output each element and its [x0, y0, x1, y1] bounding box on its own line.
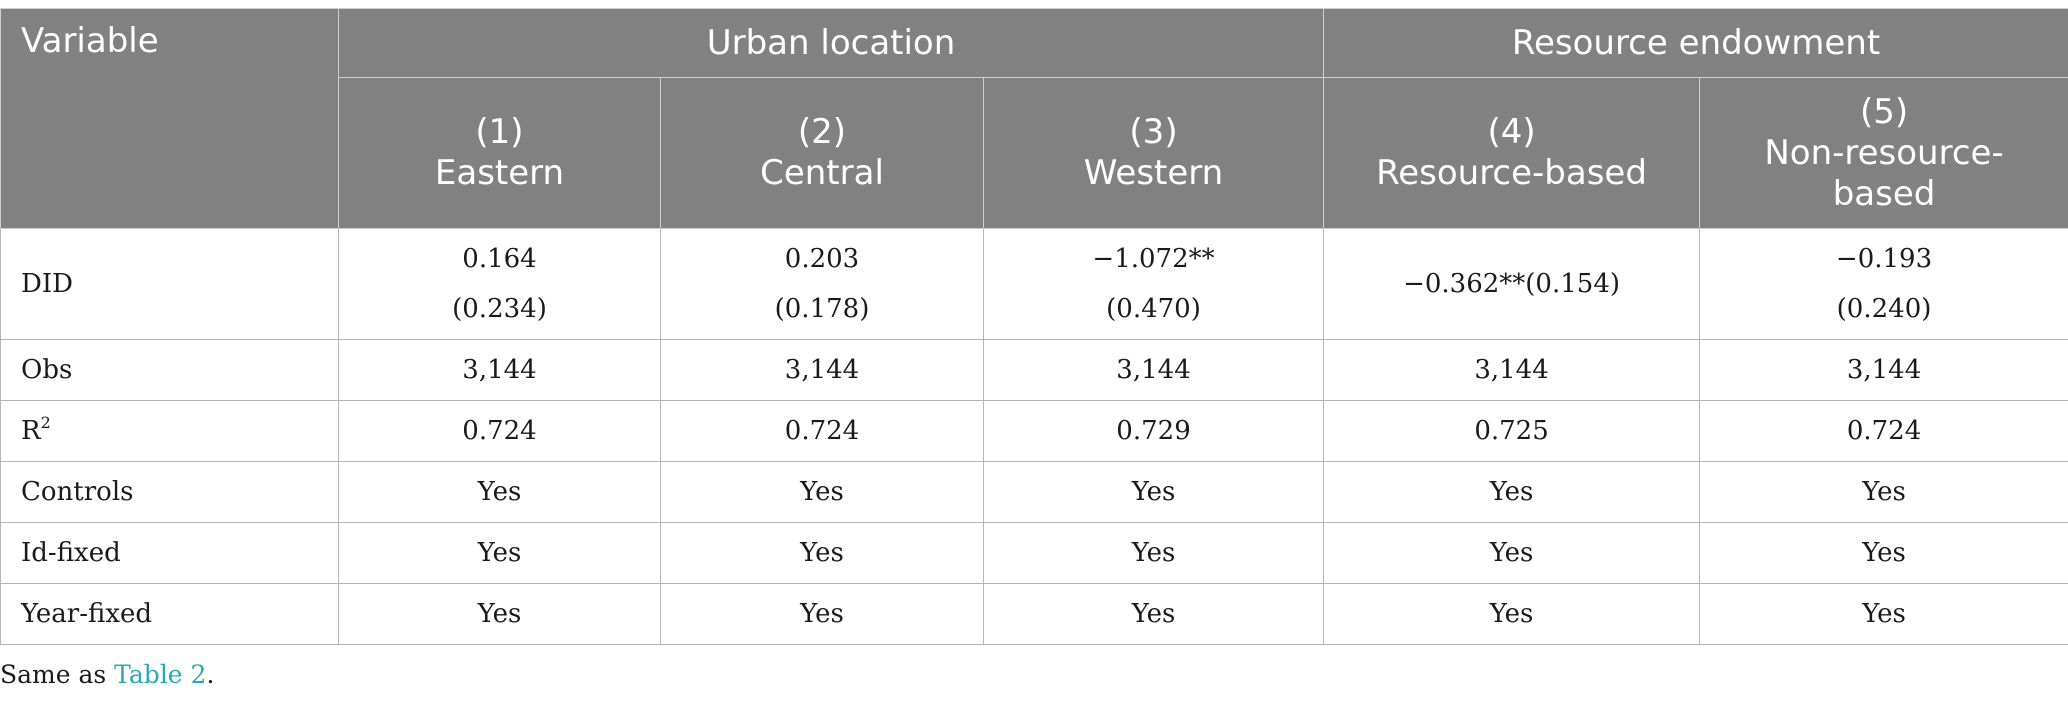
- column-number: (3): [1129, 112, 1178, 152]
- table-cell: 0.725: [1323, 400, 1701, 462]
- column-name: Non-resource-: [1764, 132, 2004, 173]
- column-name: Resource-based: [1376, 153, 1647, 193]
- column-name: Western: [1083, 153, 1224, 193]
- table-cell: Yes: [1323, 522, 1701, 584]
- table-cell: Yes: [1323, 461, 1701, 523]
- table-row-obs: Obs 3,144 3,144 3,144 3,144 3,144: [0, 339, 2068, 401]
- table-cell: 3,144: [338, 339, 661, 401]
- row-label-text: R: [21, 416, 41, 446]
- column-header-western: (3) Western: [982, 77, 1325, 229]
- table-cell: Yes: [982, 583, 1325, 645]
- column-header-eastern: (1) Eastern: [338, 77, 661, 229]
- table-row-controls: Controls Yes Yes Yes Yes Yes: [0, 461, 2068, 523]
- table-body: DID 0.164 (0.234) 0.203 (0.178) −1.072**…: [0, 228, 2068, 645]
- table-cell: 0.203 (0.178): [660, 228, 984, 340]
- standard-error: (0.240): [1836, 294, 1932, 324]
- variable-header: Variable: [0, 8, 339, 229]
- table-cell: −0.193 (0.240): [1699, 228, 2068, 340]
- table-cell: 3,144: [982, 339, 1325, 401]
- standard-error: (0.178): [774, 294, 870, 324]
- table-cell: 3,144: [1323, 339, 1701, 401]
- footnote-text: Same as: [0, 660, 115, 689]
- table-cell: 3,144: [1699, 339, 2068, 401]
- table-row-id-fixed: Id-fixed Yes Yes Yes Yes Yes: [0, 522, 2068, 584]
- table-cell: 0.729: [982, 400, 1325, 462]
- row-label: Controls: [0, 461, 339, 523]
- table-row-year-fixed: Year-fixed Yes Yes Yes Yes Yes: [0, 583, 2068, 645]
- table-cell: Yes: [982, 461, 1325, 523]
- row-label: DID: [0, 228, 339, 340]
- column-header-resource-based: (4) Resource-based: [1323, 77, 1701, 229]
- table-cell: 0.724: [1699, 400, 2068, 462]
- table-cell: Yes: [1699, 583, 2068, 645]
- coefficient: 0.203: [784, 244, 860, 274]
- table-cell: Yes: [338, 461, 661, 523]
- table-cell: Yes: [660, 461, 984, 523]
- column-name: Eastern: [434, 153, 565, 193]
- table-cell: 0.164 (0.234): [338, 228, 661, 340]
- table-cell: Yes: [660, 522, 984, 584]
- column-header-central: (2) Central: [660, 77, 984, 229]
- regression-table: Variable Urban location Resource endowme…: [0, 8, 2068, 645]
- column-number: (1): [475, 112, 524, 152]
- table-cell: 3,144: [660, 339, 984, 401]
- standard-error: (0.234): [452, 294, 547, 324]
- coefficient: −1.072**: [1092, 244, 1215, 274]
- table-cell: Yes: [1323, 583, 1701, 645]
- superscript: 2: [40, 413, 51, 432]
- table-cell: −0.362**(0.154): [1323, 228, 1701, 340]
- table-cell: 0.724: [660, 400, 984, 462]
- table-header: Variable Urban location Resource endowme…: [0, 8, 2068, 229]
- column-number: (5): [1859, 91, 1909, 132]
- table-cell: Yes: [338, 522, 661, 584]
- row-label: Obs: [0, 339, 339, 401]
- footnote-suffix: .: [206, 660, 215, 689]
- table-cell: Yes: [338, 583, 661, 645]
- coefficient: −0.193: [1835, 244, 1933, 274]
- table-cell: 0.724: [338, 400, 661, 462]
- table-cell: −1.072** (0.470): [982, 228, 1325, 340]
- table-cell: Yes: [1699, 461, 2068, 523]
- column-number: (4): [1487, 112, 1536, 152]
- group-header-urban-location: Urban location: [337, 8, 1325, 78]
- row-label: R2: [0, 400, 339, 462]
- coefficient: 0.164: [462, 244, 537, 274]
- row-label: Id-fixed: [0, 522, 339, 584]
- regression-table-container: Variable Urban location Resource endowme…: [0, 8, 2068, 645]
- table-cell: Yes: [1699, 522, 2068, 584]
- standard-error: (0.470): [1106, 294, 1201, 324]
- table-row-r2: R2 0.724 0.724 0.729 0.725 0.724: [0, 400, 2068, 462]
- table-cell: Yes: [660, 583, 984, 645]
- table-2-link[interactable]: Table 2: [114, 660, 207, 689]
- table-row-did: DID 0.164 (0.234) 0.203 (0.178) −1.072**…: [0, 228, 2068, 340]
- column-number: (2): [797, 112, 847, 152]
- column-name: Central: [760, 153, 884, 193]
- table-cell: Yes: [982, 522, 1325, 584]
- column-name-continued: based: [1832, 173, 1936, 214]
- column-header-non-resource-based: (5) Non-resource- based: [1699, 77, 2068, 229]
- table-footnote: Same as Table 2.: [0, 660, 214, 689]
- row-label: Year-fixed: [0, 583, 339, 645]
- group-header-resource-endowment: Resource endowment: [1323, 8, 2068, 78]
